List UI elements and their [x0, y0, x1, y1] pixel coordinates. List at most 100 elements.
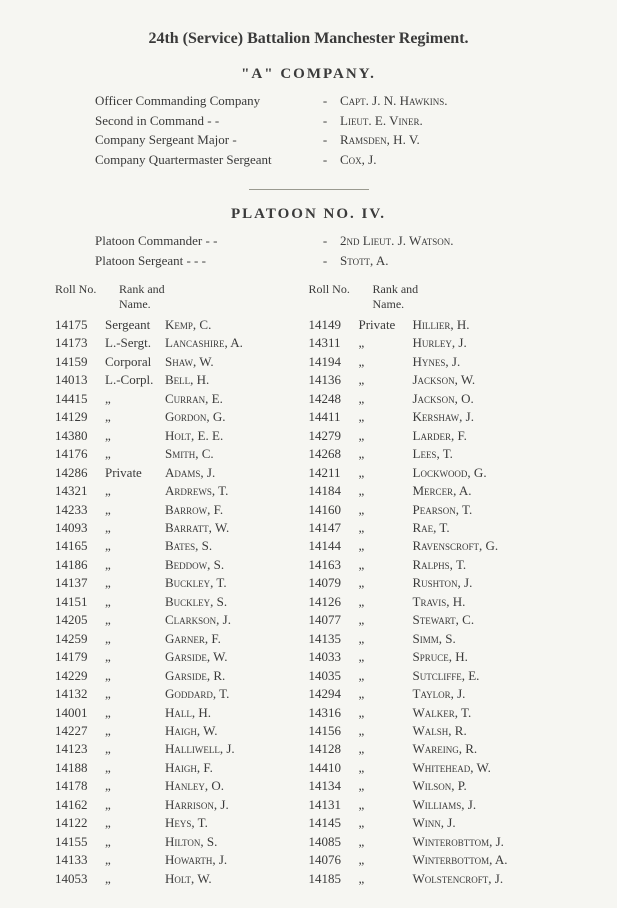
- soldier-name: Stewart, C.: [413, 611, 563, 629]
- soldier-name: Whitehead, W.: [413, 759, 563, 777]
- roster-row: 14137„Buckley, T.: [55, 574, 309, 592]
- roll-no: 14033: [309, 648, 359, 666]
- rank: „: [359, 574, 413, 592]
- soldier-name: Simm, S.: [413, 630, 563, 648]
- roster-row: 14135„Simm, S.: [309, 630, 563, 648]
- rank: „: [105, 537, 165, 555]
- officer-dash: -: [310, 91, 340, 111]
- roster-row: 14175SergeantKemp, C.: [55, 316, 309, 334]
- page-title: 24th (Service) Battalion Manchester Regi…: [55, 30, 562, 48]
- roll-no: 14151: [55, 593, 105, 611]
- rank: „: [359, 334, 413, 352]
- rank: „: [359, 611, 413, 629]
- roster-row: 14194„Hynes, J.: [309, 353, 563, 371]
- roll-no: 14132: [55, 685, 105, 703]
- header-roll-left: Roll No.: [55, 282, 105, 312]
- roster-row: 14229„Garside, R.: [55, 667, 309, 685]
- roster-row: 14173L.-Sergt.Lancashire, A.: [55, 334, 309, 352]
- roster-row: 14132„Goddard, T.: [55, 685, 309, 703]
- roster-headers: Roll No. Rank and Name. Roll No. Rank an…: [55, 282, 562, 312]
- rank: „: [105, 814, 165, 832]
- roll-no: 14178: [55, 777, 105, 795]
- rank: „: [359, 796, 413, 814]
- soldier-name: Winterbottom, A.: [413, 851, 563, 869]
- roster-row: 14156„Walsh, R.: [309, 722, 563, 740]
- roll-no: 14159: [55, 353, 105, 371]
- roll-no: 14179: [55, 648, 105, 666]
- roster-left: 14175SergeantKemp, C.14173L.-Sergt.Lanca…: [55, 316, 309, 888]
- rank: „: [105, 593, 165, 611]
- soldier-name: Buckley, S.: [165, 593, 309, 611]
- soldier-name: Garside, R.: [165, 667, 309, 685]
- rank: „: [105, 611, 165, 629]
- rank: „: [359, 722, 413, 740]
- roll-no: 14163: [309, 556, 359, 574]
- rank: „: [105, 445, 165, 463]
- roster-row: 14163„Ralphs, T.: [309, 556, 563, 574]
- roll-no: 14093: [55, 519, 105, 537]
- rank: „: [359, 814, 413, 832]
- rank: „: [105, 722, 165, 740]
- rank: „: [105, 685, 165, 703]
- roll-no: 14186: [55, 556, 105, 574]
- roster-row: 14136„Jackson, W.: [309, 371, 563, 389]
- soldier-name: Pearson, T.: [413, 501, 563, 519]
- roster-row: 14279„Larder, F.: [309, 427, 563, 445]
- rank: „: [105, 796, 165, 814]
- officer-dash: -: [310, 251, 340, 271]
- roster-row: 14176„Smith, C.: [55, 445, 309, 463]
- soldier-name: Howarth, J.: [165, 851, 309, 869]
- platoon-officers: Platoon Commander - --2nd Lieut. J. Wats…: [95, 231, 562, 270]
- roster-row: 14159CorporalShaw, W.: [55, 353, 309, 371]
- rank: „: [359, 759, 413, 777]
- rank: „: [359, 648, 413, 666]
- roll-no: 14053: [55, 870, 105, 888]
- soldier-name: Sutcliffe, E.: [413, 667, 563, 685]
- roll-no: 14155: [55, 833, 105, 851]
- roster-row: 14316„Walker, T.: [309, 704, 563, 722]
- roster-row: 14162„Harrison, J.: [55, 796, 309, 814]
- rank: „: [359, 685, 413, 703]
- roster-row: 14076„Winterbottom, A.: [309, 851, 563, 869]
- soldier-name: Lancashire, A.: [165, 334, 309, 352]
- roster-row: 14035„Sutcliffe, E.: [309, 667, 563, 685]
- rank: „: [105, 704, 165, 722]
- soldier-name: Holt, W.: [165, 870, 309, 888]
- soldier-name: Bates, S.: [165, 537, 309, 555]
- roster-row: 14093„Barratt, W.: [55, 519, 309, 537]
- rank: L.-Sergt.: [105, 334, 165, 352]
- divider: [249, 189, 369, 190]
- soldier-name: Adams, J.: [165, 464, 309, 482]
- soldier-name: Kershaw, J.: [413, 408, 563, 426]
- roll-no: 14184: [309, 482, 359, 500]
- roll-no: 14145: [309, 814, 359, 832]
- roll-no: 14076: [309, 851, 359, 869]
- officer-row: Company Quartermaster Sergeant-Cox, J.: [95, 150, 562, 170]
- soldier-name: Rae, T.: [413, 519, 563, 537]
- roll-no: 14268: [309, 445, 359, 463]
- roll-no: 14294: [309, 685, 359, 703]
- officer-dash: -: [310, 150, 340, 170]
- soldier-name: Haigh, W.: [165, 722, 309, 740]
- roll-no: 14165: [55, 537, 105, 555]
- soldier-name: Hynes, J.: [413, 353, 563, 371]
- rank: „: [359, 777, 413, 795]
- soldier-name: Heys, T.: [165, 814, 309, 832]
- soldier-name: Wolstencroft, J.: [413, 870, 563, 888]
- roll-no: 14001: [55, 704, 105, 722]
- soldier-name: Travis, H.: [413, 593, 563, 611]
- rank: „: [359, 464, 413, 482]
- soldier-name: Haigh, F.: [165, 759, 309, 777]
- roll-no: 14131: [309, 796, 359, 814]
- officer-label: Company Sergeant Major -: [95, 130, 310, 150]
- roster-row: 14131„Williams, J.: [309, 796, 563, 814]
- roster-row: 14122„Heys, T.: [55, 814, 309, 832]
- roster-row: 14185„Wolstencroft, J.: [309, 870, 563, 888]
- soldier-name: Gordon, G.: [165, 408, 309, 426]
- roster-row: 14165„Bates, S.: [55, 537, 309, 555]
- rank: „: [105, 870, 165, 888]
- roll-no: 14311: [309, 334, 359, 352]
- roll-no: 14013: [55, 371, 105, 389]
- officer-name: Cox, J.: [340, 150, 562, 170]
- roster-row: 14151„Buckley, S.: [55, 593, 309, 611]
